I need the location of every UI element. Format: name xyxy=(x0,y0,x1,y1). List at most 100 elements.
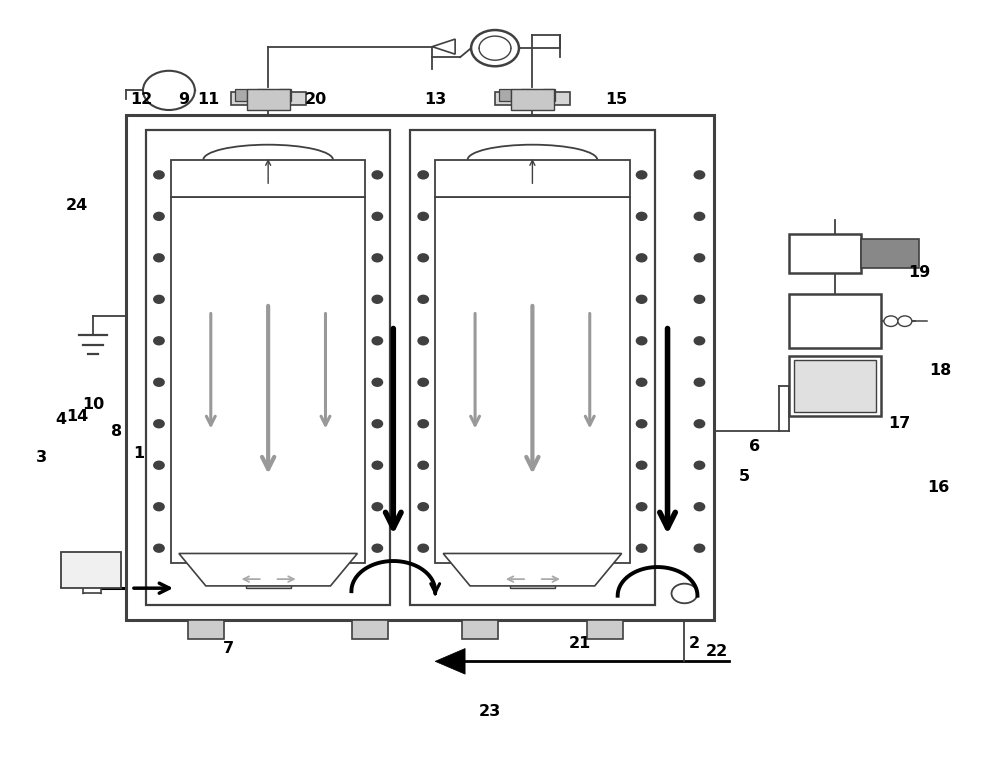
Circle shape xyxy=(154,462,164,469)
Text: 15: 15 xyxy=(606,92,628,107)
Circle shape xyxy=(418,254,428,262)
Circle shape xyxy=(154,420,164,428)
Text: 6: 6 xyxy=(749,439,760,454)
Circle shape xyxy=(884,316,898,326)
Bar xyxy=(435,198,630,563)
Circle shape xyxy=(143,70,195,110)
Circle shape xyxy=(637,462,647,469)
Text: 19: 19 xyxy=(908,266,930,280)
Bar xyxy=(171,198,365,563)
Circle shape xyxy=(372,171,382,179)
Text: 23: 23 xyxy=(479,704,501,719)
Bar xyxy=(247,89,290,110)
Circle shape xyxy=(154,378,164,386)
Circle shape xyxy=(418,171,428,179)
Circle shape xyxy=(694,378,704,386)
Circle shape xyxy=(637,254,647,262)
Circle shape xyxy=(637,213,647,220)
Circle shape xyxy=(694,337,704,344)
Polygon shape xyxy=(443,553,622,586)
Circle shape xyxy=(418,544,428,552)
Bar xyxy=(410,129,655,605)
Bar xyxy=(61,552,121,588)
Text: 18: 18 xyxy=(930,363,952,378)
Bar xyxy=(146,129,390,605)
Circle shape xyxy=(637,337,647,344)
Bar xyxy=(521,89,533,101)
Circle shape xyxy=(372,378,382,386)
Bar xyxy=(257,89,269,101)
Circle shape xyxy=(154,337,164,344)
Bar xyxy=(462,620,498,639)
Circle shape xyxy=(694,503,704,510)
Circle shape xyxy=(694,544,704,552)
Text: 17: 17 xyxy=(888,416,910,431)
Bar xyxy=(543,89,555,101)
Circle shape xyxy=(418,213,428,220)
Circle shape xyxy=(372,213,382,220)
Text: 9: 9 xyxy=(178,92,189,107)
Text: 11: 11 xyxy=(198,92,220,107)
Circle shape xyxy=(372,503,382,510)
Bar xyxy=(861,239,919,268)
Bar xyxy=(246,570,291,588)
Circle shape xyxy=(154,171,164,179)
Text: 7: 7 xyxy=(223,641,234,656)
Bar xyxy=(235,89,247,101)
Bar xyxy=(83,581,101,593)
Circle shape xyxy=(154,544,164,552)
Circle shape xyxy=(154,503,164,510)
Circle shape xyxy=(418,462,428,469)
Text: 2: 2 xyxy=(689,637,700,652)
Circle shape xyxy=(694,420,704,428)
Bar xyxy=(789,234,861,273)
Bar xyxy=(499,89,511,101)
Polygon shape xyxy=(179,553,357,586)
Circle shape xyxy=(694,213,704,220)
Circle shape xyxy=(372,420,382,428)
Polygon shape xyxy=(432,39,455,55)
Circle shape xyxy=(418,295,428,303)
Circle shape xyxy=(372,337,382,344)
Circle shape xyxy=(694,171,704,179)
Bar xyxy=(352,620,388,639)
Bar xyxy=(511,89,554,110)
Text: 1: 1 xyxy=(133,447,145,462)
Circle shape xyxy=(637,544,647,552)
Text: 22: 22 xyxy=(705,644,728,659)
Circle shape xyxy=(694,462,704,469)
Circle shape xyxy=(637,295,647,303)
Text: 8: 8 xyxy=(111,424,122,439)
Text: 12: 12 xyxy=(130,92,152,107)
Circle shape xyxy=(471,30,519,67)
Text: 5: 5 xyxy=(739,469,750,484)
Circle shape xyxy=(418,420,428,428)
Circle shape xyxy=(637,171,647,179)
Bar xyxy=(510,570,555,588)
Circle shape xyxy=(372,462,382,469)
Bar xyxy=(279,89,291,101)
Text: 10: 10 xyxy=(82,397,104,413)
Circle shape xyxy=(637,378,647,386)
Circle shape xyxy=(898,316,912,326)
Circle shape xyxy=(418,378,428,386)
Text: 3: 3 xyxy=(36,450,47,466)
Circle shape xyxy=(694,254,704,262)
Bar xyxy=(188,620,224,639)
Circle shape xyxy=(372,254,382,262)
Circle shape xyxy=(154,254,164,262)
Text: 14: 14 xyxy=(66,409,88,424)
Text: 13: 13 xyxy=(424,92,446,107)
Bar xyxy=(789,294,881,348)
Bar xyxy=(794,360,876,413)
Bar xyxy=(435,160,630,198)
Text: 16: 16 xyxy=(928,481,950,495)
Circle shape xyxy=(372,295,382,303)
Circle shape xyxy=(637,503,647,510)
Circle shape xyxy=(372,544,382,552)
Circle shape xyxy=(637,420,647,428)
Circle shape xyxy=(418,503,428,510)
Text: 24: 24 xyxy=(66,198,88,213)
Bar xyxy=(171,160,365,198)
Text: 20: 20 xyxy=(304,92,327,107)
